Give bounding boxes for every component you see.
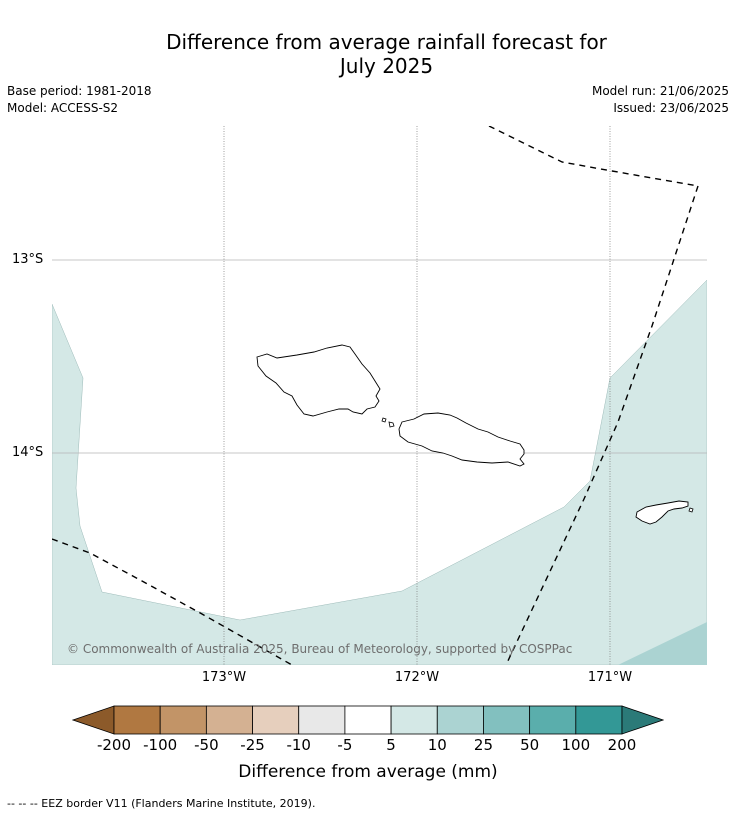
colorbar-tick-label: -5	[337, 736, 353, 754]
map-canvas	[52, 126, 707, 665]
colorbar-label: Difference from average (mm)	[238, 762, 498, 782]
colorbar-swatch	[205, 705, 253, 735]
savaii-island	[256, 344, 381, 417]
colorbar-swatch	[298, 705, 346, 735]
colorbar-swatches	[72, 705, 664, 735]
issued-date: Issued: 23/06/2025	[613, 101, 729, 115]
colorbar-tick-label: -200	[96, 736, 132, 754]
lon-label-173w: 173°W	[201, 670, 247, 685]
colorbar-swatch	[390, 705, 438, 735]
colorbar-swatch	[529, 705, 577, 735]
colorbar-tick-label: 5	[386, 736, 396, 754]
colorbar-tick-label: -25	[240, 736, 265, 754]
title-line-1: Difference from average rainfall forecas…	[166, 30, 607, 54]
colorbar-tick-label: 100	[561, 736, 591, 754]
manono-islet	[388, 421, 395, 428]
tutuila-island	[635, 500, 689, 525]
eez-legend-note: -- -- -- EEZ border V11 (Flanders Marine…	[7, 797, 316, 810]
meta-left: Base period: 1981-2018 Model: ACCESS-S2	[7, 83, 152, 117]
colorbar	[72, 705, 664, 735]
copyright-notice: © Commonwealth of Australia 2025, Bureau…	[67, 642, 573, 656]
aunuu-islet	[688, 507, 694, 513]
colorbar-swatch	[575, 705, 623, 735]
title-line-2: July 2025	[339, 54, 434, 78]
colorbar-swatch	[113, 705, 161, 735]
colorbar-tick-label: -100	[143, 736, 178, 754]
colorbar-tick-label: 50	[520, 736, 540, 754]
colorbar-swatch	[344, 705, 392, 735]
upolu-island	[398, 412, 525, 467]
colorbar-swatch	[159, 705, 207, 735]
map-title: Difference from average rainfall forecas…	[0, 30, 736, 78]
anomaly-region-mid	[618, 622, 707, 665]
eez-border-southwest	[52, 538, 293, 665]
colorbar-swatch	[252, 705, 300, 735]
model-run: Model run: 21/06/2025	[591, 84, 729, 98]
lat-label-13s: 13°S	[12, 252, 44, 267]
colorbar-tick-label: 10	[427, 736, 447, 754]
colorbar-tick-label: 25	[473, 736, 493, 754]
colorbar-tick-label: -50	[194, 736, 219, 754]
colorbar-extend-low	[72, 705, 115, 735]
colorbar-swatch	[436, 705, 484, 735]
base-period: Base period: 1981-2018	[7, 84, 152, 98]
lon-label-172w: 172°W	[394, 670, 440, 685]
map-area	[52, 126, 707, 665]
lat-label-14s: 14°S	[12, 445, 44, 460]
colorbar-tick-label: 200	[607, 736, 637, 754]
colorbar-extend-high	[621, 705, 664, 735]
meta-right: Model run: 21/06/2025 Issued: 23/06/2025	[592, 83, 729, 117]
model-name: Model: ACCESS-S2	[7, 101, 119, 115]
anomaly-region-light	[52, 279, 707, 665]
colorbar-tick-label: -10	[286, 736, 311, 754]
colorbar-swatch	[483, 705, 531, 735]
apolima-islet	[381, 417, 387, 423]
lon-label-171w: 171°W	[587, 670, 633, 685]
